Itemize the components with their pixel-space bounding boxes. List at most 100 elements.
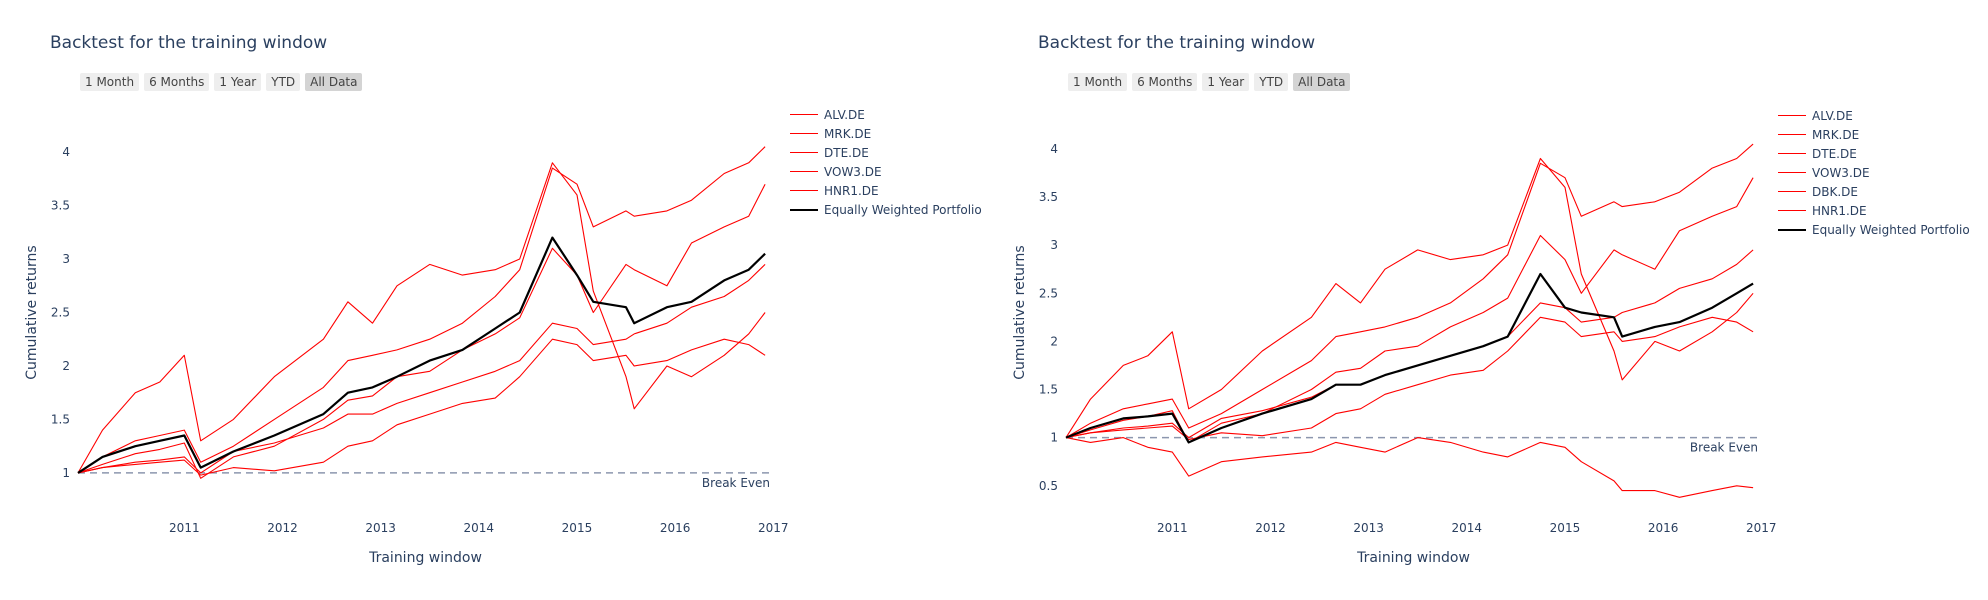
range-selector: 1 Month 6 Months 1 Year YTD All Data: [1068, 73, 1351, 91]
y-tick-label: 2: [62, 359, 70, 373]
x-tick-label: 2013: [1353, 521, 1384, 535]
y-tick-label: 3: [62, 252, 70, 266]
x-axis-title: Training window: [368, 550, 482, 566]
series-line-alv-de: [1065, 177, 1754, 443]
series-line-mrk-de: [1065, 143, 1754, 439]
x-tick-label: 2011: [169, 521, 200, 535]
range-button-all-data[interactable]: All Data: [1293, 73, 1351, 91]
series-line-vow3-de: [77, 162, 766, 474]
legend-label: ALV.DE: [1812, 108, 1853, 123]
legend-label: MRK.DE: [824, 126, 872, 141]
series-line-alv-de: [77, 183, 766, 479]
range-button-1-year[interactable]: 1 Year: [214, 73, 262, 91]
y-tick-label: 3: [1050, 238, 1058, 252]
chart-plot-area[interactable]: 1 1.5 2 2.5 3 3.5 4 2011 2012 2013 2014 2015 2016 201…: [0, 0, 994, 600]
series-line-mrk-de: [77, 146, 766, 474]
chart-legend: ALV.DE MRK.DE DTE.DE VOW3.DE HNR1.DE Equally …: [790, 105, 982, 219]
chart-title: Backtest for the training window: [1038, 33, 1316, 53]
legend-item[interactable]: HNR1.DE: [790, 181, 982, 200]
legend-label: MRK.DE: [1812, 127, 1860, 142]
y-tick-label: 4: [62, 145, 70, 159]
legend-swatch: [790, 190, 818, 191]
chart-legend: ALV.DE MRK.DE DTE.DE VOW3.DE DBK.DE HNR1.DE Eq…: [1778, 106, 1970, 239]
legend-item[interactable]: VOW3.DE: [1778, 163, 1970, 182]
y-tick-label: 2.5: [51, 306, 70, 320]
chart-panel-1: Backtest for the training window 1 Month…: [0, 0, 994, 600]
series-line-equally-weighted-portfolio: [77, 236, 766, 474]
y-tick-label: 3.5: [51, 199, 70, 213]
x-tick-label: 2017: [1746, 521, 1777, 535]
legend-item[interactable]: MRK.DE: [1778, 125, 1970, 144]
series-line-vow3-de: [1065, 157, 1754, 438]
legend-item[interactable]: ALV.DE: [1778, 106, 1970, 125]
legend-item[interactable]: VOW3.DE: [790, 162, 982, 181]
series-line-dbk-de: [1065, 437, 1754, 498]
series-line-hnr1-de: [77, 264, 766, 474]
y-tick-label: 2.5: [1039, 286, 1058, 300]
legend-label: DTE.DE: [1812, 146, 1857, 161]
legend-label: VOW3.DE: [824, 164, 882, 179]
y-tick-label: 3.5: [1039, 190, 1058, 204]
legend-label: VOW3.DE: [1812, 165, 1870, 180]
series-line-equally-weighted-portfolio: [1065, 272, 1754, 444]
range-button-1-month[interactable]: 1 Month: [80, 73, 140, 91]
legend-item[interactable]: Equally Weighted Portfolio: [1778, 220, 1970, 239]
x-tick-label: 2013: [365, 521, 396, 535]
legend-label: DTE.DE: [824, 145, 869, 160]
y-tick-label: 1: [62, 466, 70, 480]
range-button-1-year[interactable]: 1 Year: [1202, 73, 1250, 91]
y-tick-label: 1.5: [51, 412, 70, 426]
legend-swatch: [1778, 191, 1806, 192]
legend-swatch: [1778, 228, 1806, 231]
series-line-dte-de: [77, 338, 766, 476]
legend-item[interactable]: DTE.DE: [1778, 144, 1970, 163]
legend-item[interactable]: Equally Weighted Portfolio: [790, 200, 982, 219]
range-selector: 1 Month 6 Months 1 Year YTD All Data: [80, 73, 363, 91]
legend-item[interactable]: HNR1.DE: [1778, 201, 1970, 220]
series-line-hnr1-de: [1065, 249, 1754, 439]
legend-label: HNR1.DE: [1812, 203, 1867, 218]
range-button-6-months[interactable]: 6 Months: [144, 73, 210, 91]
range-button-ytd[interactable]: YTD: [1254, 73, 1289, 91]
legend-label: Equally Weighted Portfolio: [824, 202, 982, 217]
range-button-ytd[interactable]: YTD: [266, 73, 301, 91]
x-tick-label: 2012: [267, 521, 298, 535]
legend-swatch: [790, 114, 818, 115]
y-tick-label: 1: [1050, 431, 1058, 445]
break-even-label: Break Even: [702, 476, 770, 490]
legend-swatch: [1778, 115, 1806, 116]
y-tick-label: 4: [1050, 142, 1058, 156]
range-button-1-month[interactable]: 1 Month: [1068, 73, 1128, 91]
legend-item[interactable]: DBK.DE: [1778, 182, 1970, 201]
legend-label: Equally Weighted Portfolio: [1812, 222, 1970, 237]
legend-label: HNR1.DE: [824, 183, 879, 198]
legend-swatch: [790, 152, 818, 153]
x-tick-label: 2015: [562, 521, 593, 535]
legend-item[interactable]: ALV.DE: [790, 105, 982, 124]
x-tick-label: 2015: [1550, 521, 1581, 535]
legend-item[interactable]: MRK.DE: [790, 124, 982, 143]
chart-panel-2: Backtest for the training window 1 Month…: [994, 0, 1988, 600]
x-axis-title: Training window: [1356, 550, 1470, 566]
break-even-label: Break Even: [1690, 441, 1758, 455]
chart-plot-area[interactable]: 0.5 1 1.5 2 2.5 3 3.5 4 2011 2012 2013 2014 2015 2016…: [994, 0, 1988, 600]
legend-swatch: [1778, 210, 1806, 211]
legend-swatch: [1778, 134, 1806, 135]
chart-title: Backtest for the training window: [50, 33, 328, 53]
legend-swatch: [1778, 172, 1806, 173]
range-button-all-data[interactable]: All Data: [305, 73, 363, 91]
legend-item[interactable]: DTE.DE: [790, 143, 982, 162]
x-tick-label: 2014: [464, 521, 495, 535]
y-axis-title: Cumulative returns: [1012, 245, 1028, 379]
legend-label: DBK.DE: [1812, 184, 1858, 199]
x-tick-label: 2017: [758, 521, 789, 535]
series-line-dte-de: [1065, 316, 1754, 441]
legend-swatch: [790, 171, 818, 172]
x-tick-label: 2011: [1157, 521, 1188, 535]
range-button-6-months[interactable]: 6 Months: [1132, 73, 1198, 91]
x-tick-label: 2014: [1452, 521, 1483, 535]
legend-swatch: [790, 208, 818, 211]
legend-swatch: [790, 133, 818, 134]
y-tick-label: 0.5: [1039, 479, 1058, 493]
y-tick-label: 2: [1050, 334, 1058, 348]
